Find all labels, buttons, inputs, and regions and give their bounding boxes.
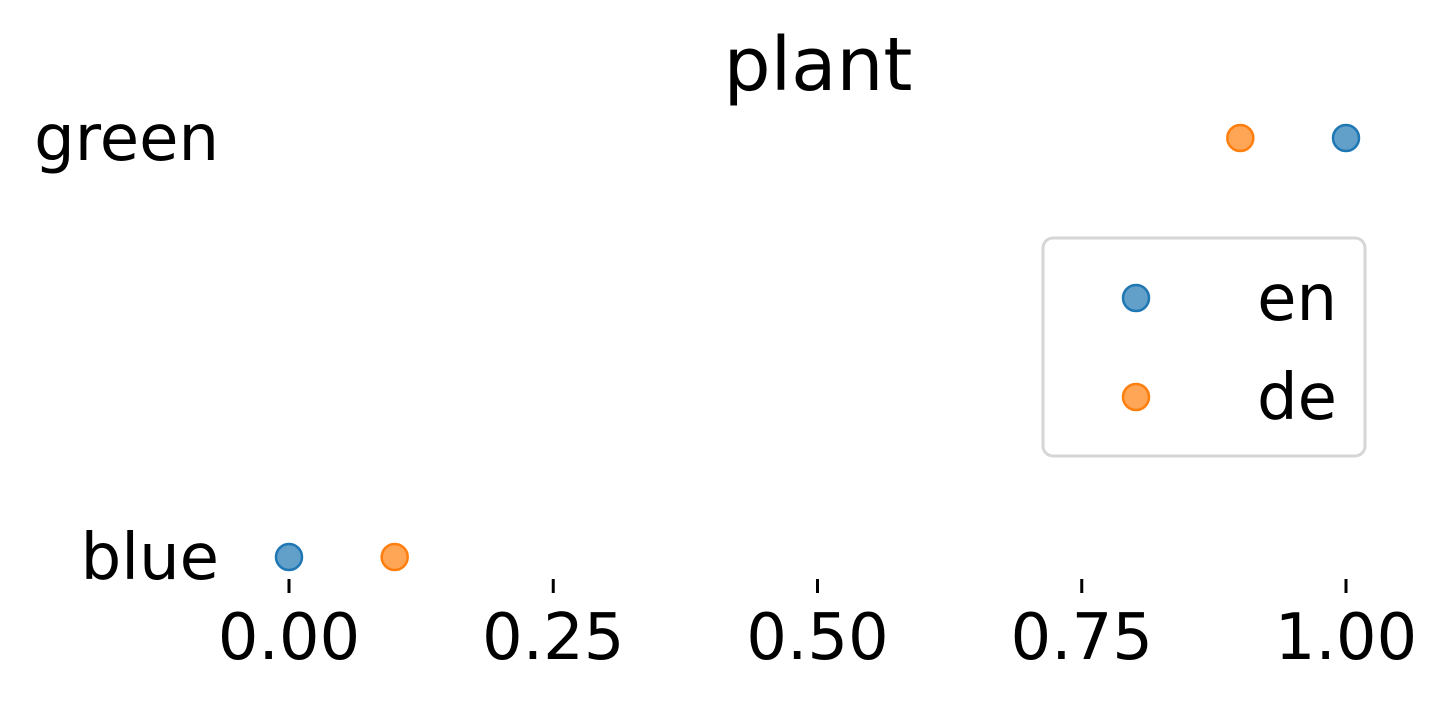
category-label-green: green — [34, 102, 219, 176]
x-tick-label: 0.75 — [1011, 601, 1154, 675]
chart-title: plant — [724, 22, 913, 108]
category-labels: blue green — [34, 102, 219, 595]
legend-marker-de — [1121, 382, 1151, 412]
x-axis: 0.00 0.25 0.50 0.75 1.00 — [218, 579, 1418, 675]
point-en-blue — [274, 542, 304, 572]
point-de-blue — [380, 542, 409, 572]
x-tick-label: 0.25 — [482, 601, 625, 675]
x-tick-label: 0.00 — [218, 601, 361, 675]
legend-label-de: de — [1257, 361, 1337, 435]
point-en-green — [1331, 123, 1361, 153]
legend-label-en: en — [1257, 262, 1337, 336]
x-tick-label: 0.50 — [746, 601, 889, 675]
point-de-green — [1226, 123, 1255, 153]
x-tick-label: 1.00 — [1275, 601, 1418, 675]
legend: en de — [1041, 236, 1367, 458]
legend-marker-en — [1121, 283, 1151, 313]
data-points — [274, 123, 1361, 572]
category-label-blue: blue — [81, 521, 219, 595]
